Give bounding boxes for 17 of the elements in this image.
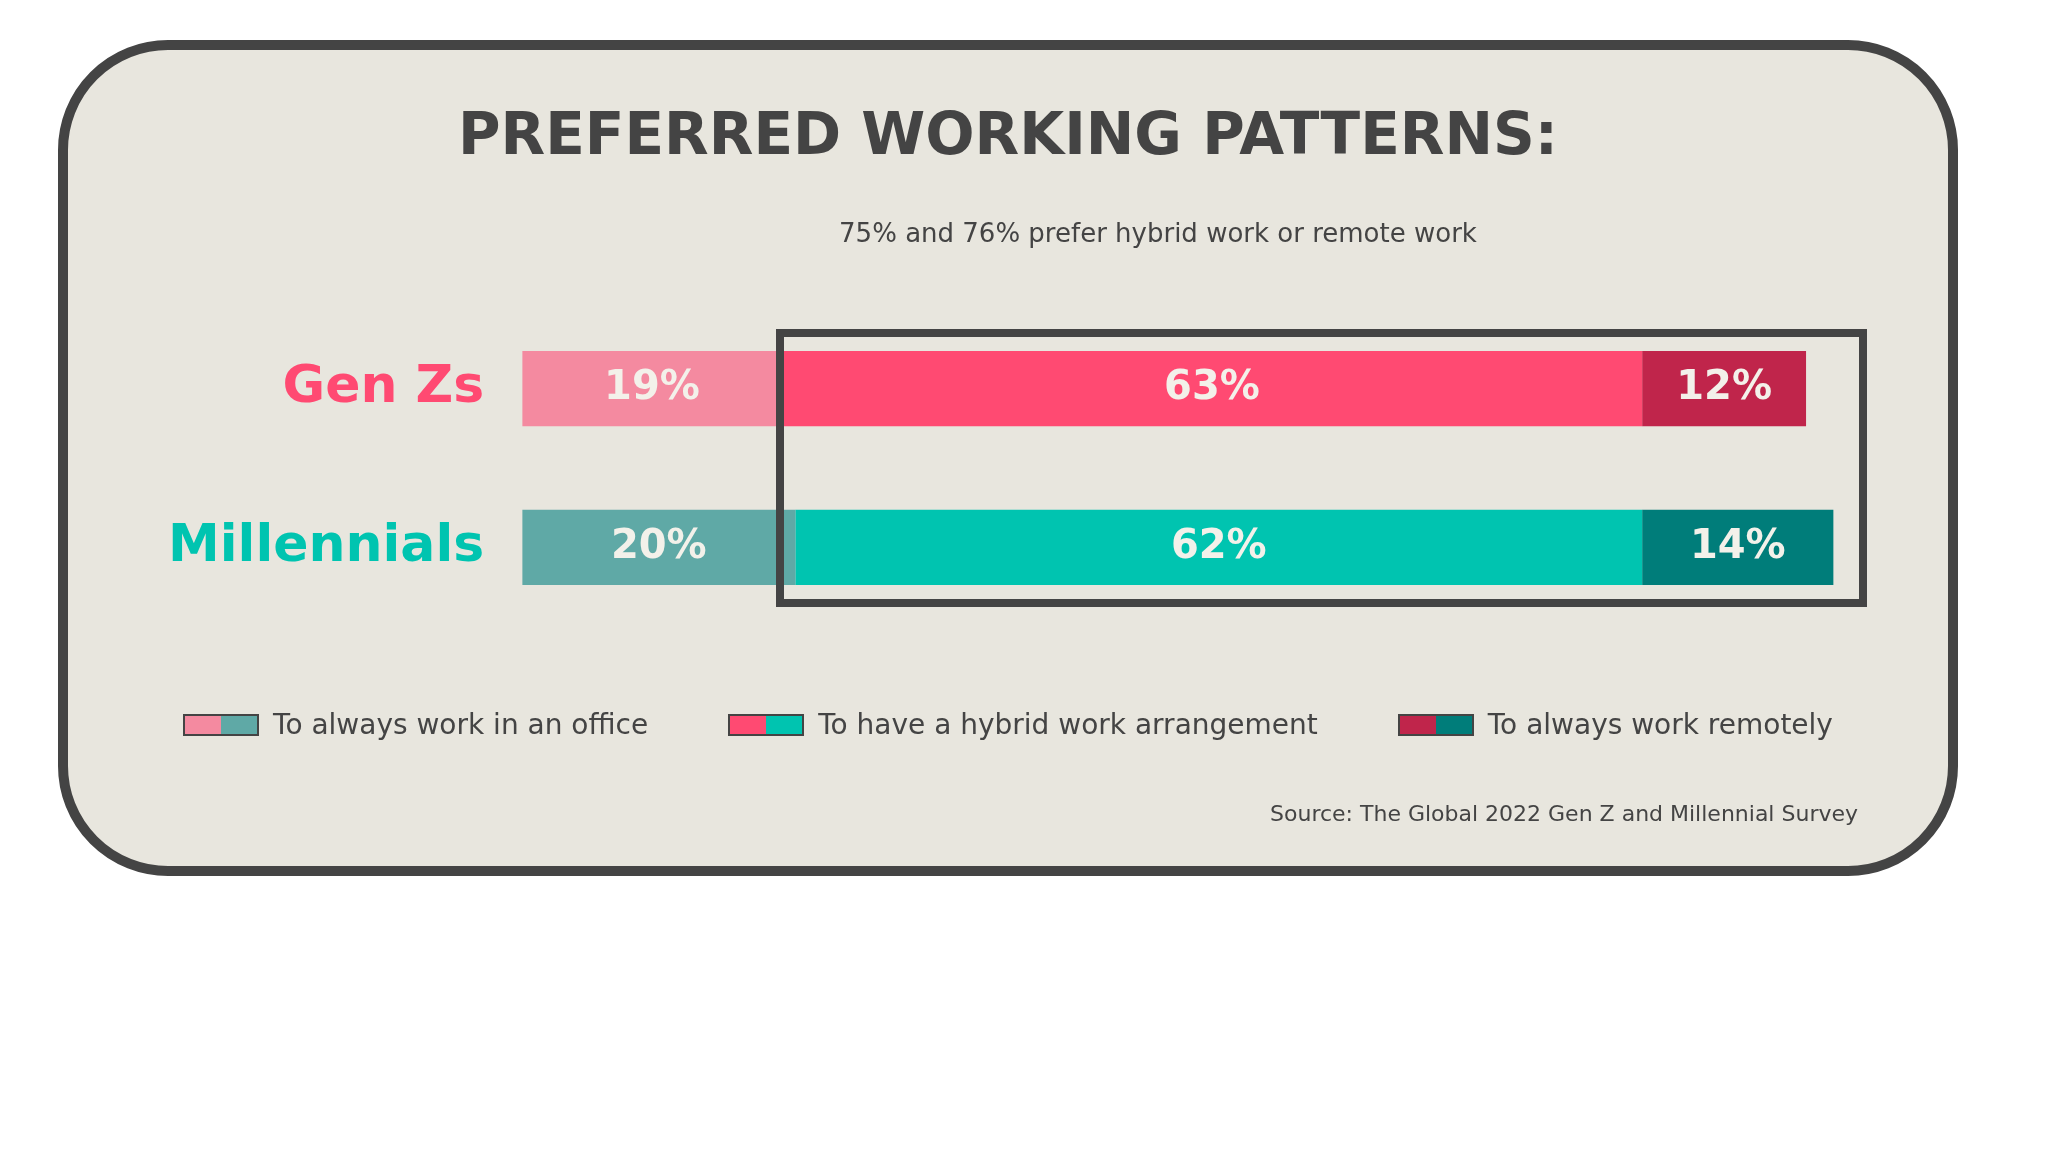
data-label: 12% (1676, 361, 1772, 408)
legend-label: To always work in an office (273, 708, 649, 741)
source-note: Source: The Global 2022 Gen Z and Millennial Survey (1269, 801, 1858, 826)
y-tick-label: Gen Zs (282, 354, 485, 415)
bar (795, 509, 1643, 586)
legend-label: To have a hybrid work arrangement (818, 708, 1318, 741)
data-label: 62% (1170, 520, 1267, 567)
data-label: 14% (1689, 520, 1786, 567)
data-label: 19% (604, 361, 700, 408)
chart-title: PREFERRED WORKING PATTERNS: (457, 100, 1559, 168)
y-tick-label: Millennials (168, 512, 485, 573)
bar (1642, 509, 1834, 586)
data-label: 20% (610, 520, 707, 567)
data-label: 63% (1164, 361, 1260, 408)
bar (781, 350, 1643, 427)
legend-label: To always work remotely (1487, 708, 1833, 741)
text: 75% and 76% prefer hybrid work or remote work (838, 218, 1478, 248)
